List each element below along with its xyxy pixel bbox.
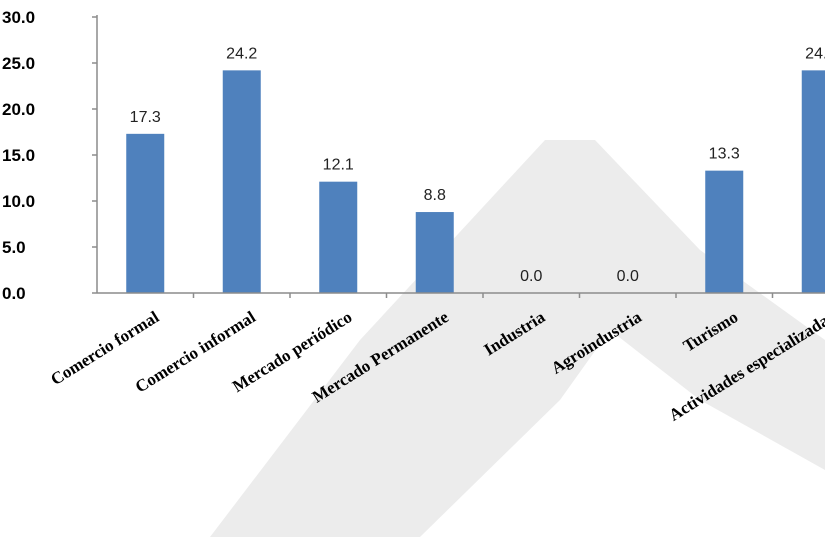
bar bbox=[126, 133, 165, 293]
bar bbox=[801, 70, 825, 293]
data-label: 24.2 bbox=[226, 45, 257, 62]
y-axis: 0.0 5.0 10.0 15.0 20.0 25.0 30.0 bbox=[2, 8, 98, 303]
data-label: 12.1 bbox=[323, 157, 354, 174]
bar bbox=[415, 212, 454, 293]
y-tick-label: 10.0 bbox=[2, 192, 35, 211]
watermark bbox=[210, 140, 825, 537]
bars bbox=[126, 70, 825, 293]
bar bbox=[222, 70, 261, 293]
data-label: 13.3 bbox=[709, 146, 740, 163]
bar bbox=[319, 181, 358, 293]
y-tick-label: 25.0 bbox=[2, 54, 35, 73]
data-label: 24.2 bbox=[805, 45, 825, 62]
data-label: 0.0 bbox=[520, 268, 542, 285]
data-labels: 17.3 24.2 12.1 8.8 0.0 0.0 13.3 24.2 bbox=[130, 45, 825, 285]
data-label: 17.3 bbox=[130, 109, 161, 126]
bar bbox=[705, 170, 744, 293]
y-tick-label: 20.0 bbox=[2, 100, 35, 119]
y-tick-label: 5.0 bbox=[2, 238, 26, 257]
y-tick-label: 30.0 bbox=[2, 8, 35, 27]
y-tick-label: 15.0 bbox=[2, 146, 35, 165]
data-label: 0.0 bbox=[617, 268, 639, 285]
data-label: 8.8 bbox=[424, 187, 446, 204]
y-tick-label: 0.0 bbox=[2, 284, 26, 303]
